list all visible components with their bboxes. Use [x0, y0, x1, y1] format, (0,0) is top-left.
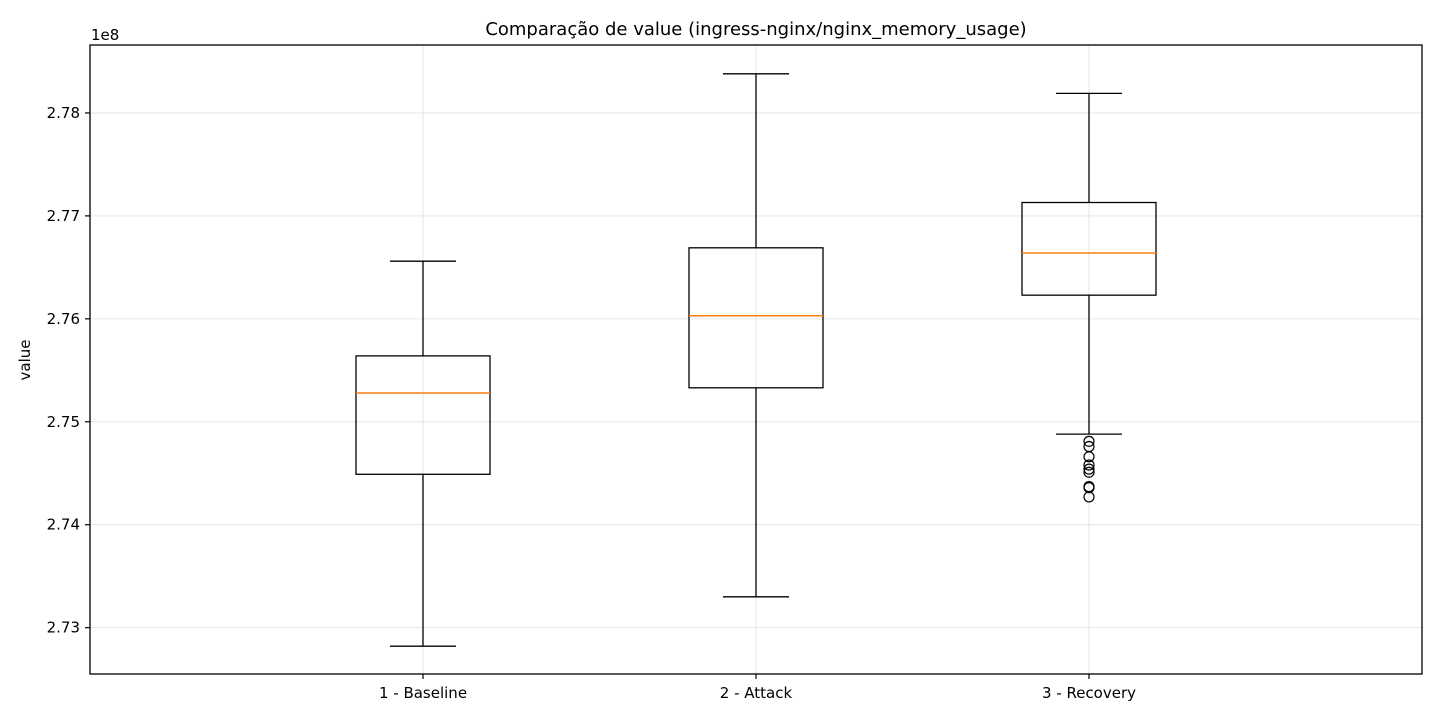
axes-layer: 2.73 2.74 2.75 2.76 2.77 2.78 1 - Baseline 2 - …	[47, 104, 1137, 702]
outlier-point-5	[1083, 466, 1095, 478]
outlier-point-4	[1083, 463, 1095, 475]
outlier-point-7	[1083, 482, 1095, 494]
outlier-point-0	[1083, 435, 1095, 447]
iqr-box	[688, 247, 824, 389]
y-tick-label-4: 2.77	[47, 207, 80, 225]
boxes-layer	[355, 73, 1157, 647]
y-offset-label: 1e8	[91, 26, 119, 44]
outlier-point-2	[1083, 451, 1095, 463]
y-axis-label: value	[16, 340, 34, 381]
box-group-3	[1021, 92, 1157, 503]
outlier-point-8	[1083, 491, 1095, 503]
box-group-2	[688, 73, 824, 598]
iqr-box	[1021, 201, 1157, 296]
chart-title: Comparação de value (ingress-nginx/nginx…	[485, 19, 1026, 40]
y-tick-label-0: 2.73	[47, 619, 80, 637]
x-tick-label-1: 2 - Attack	[720, 684, 793, 702]
x-tick-label-0: 1 - Baseline	[379, 684, 467, 702]
y-tick-label-2: 2.75	[47, 413, 80, 431]
y-tick-label-5: 2.78	[47, 104, 80, 122]
y-tick-label-3: 2.76	[47, 310, 80, 328]
y-tick-label-1: 2.74	[47, 516, 80, 534]
x-tick-label-2: 3 - Recovery	[1042, 684, 1136, 702]
box-group-1	[355, 260, 491, 647]
outlier-point-3	[1083, 459, 1095, 471]
iqr-box	[355, 355, 491, 475]
